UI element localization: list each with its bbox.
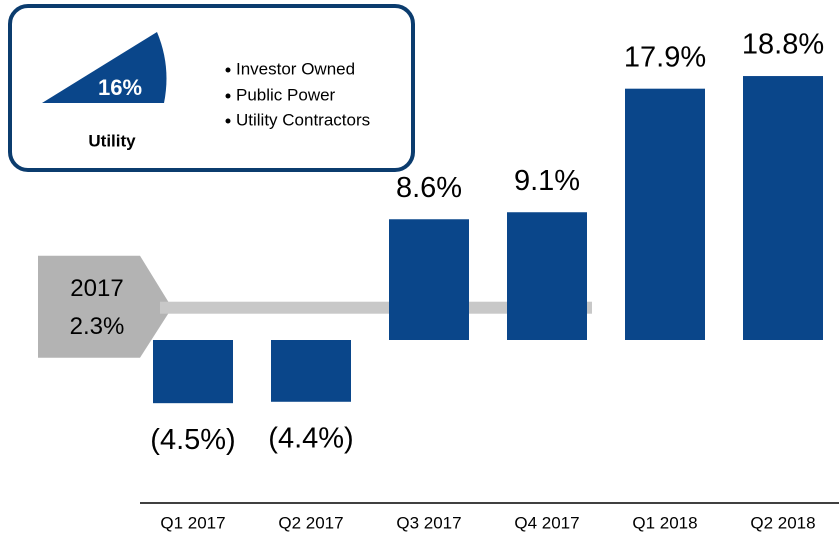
- bar: [743, 76, 823, 340]
- average-label: 2017: [70, 275, 123, 302]
- value-label: 18.8%: [742, 29, 824, 61]
- x-tick-label: Q4 2017: [514, 513, 579, 532]
- average-line: [160, 301, 592, 314]
- bar: [271, 340, 351, 402]
- bullet-text: Public Power: [236, 85, 336, 104]
- wedge: [42, 32, 167, 103]
- inset: 16% Utility Investor Owned Public Power …: [8, 4, 415, 172]
- bullet: [225, 118, 231, 124]
- average-value: 2.3%: [70, 313, 125, 340]
- bar: [153, 340, 233, 404]
- x-tick-label: Q2 2018: [750, 513, 815, 532]
- wedge-label: 16%: [98, 75, 142, 100]
- inset-title: Utility: [88, 131, 136, 150]
- bar: [507, 212, 587, 340]
- inset-box: [8, 4, 415, 172]
- bullet-text: Utility Contractors: [236, 110, 370, 129]
- bullet: [225, 93, 231, 99]
- bar: [625, 88, 705, 341]
- x-tick-label: Q2 2017: [278, 513, 343, 532]
- value-label: 17.9%: [624, 41, 706, 73]
- bullet-text: Investor Owned: [236, 59, 355, 78]
- bullet: [225, 67, 231, 73]
- bar: [389, 219, 469, 340]
- average-arrow: [38, 255, 172, 358]
- x-tick-label: Q1 2017: [160, 513, 225, 532]
- value-label: (4.4%): [268, 422, 353, 454]
- value-label: 8.6%: [396, 172, 462, 204]
- value-label: (4.5%): [150, 424, 235, 456]
- value-label: 9.1%: [514, 165, 580, 197]
- x-tick-label: Q3 2017: [396, 513, 461, 532]
- x-tick-label: Q1 2018: [632, 513, 697, 532]
